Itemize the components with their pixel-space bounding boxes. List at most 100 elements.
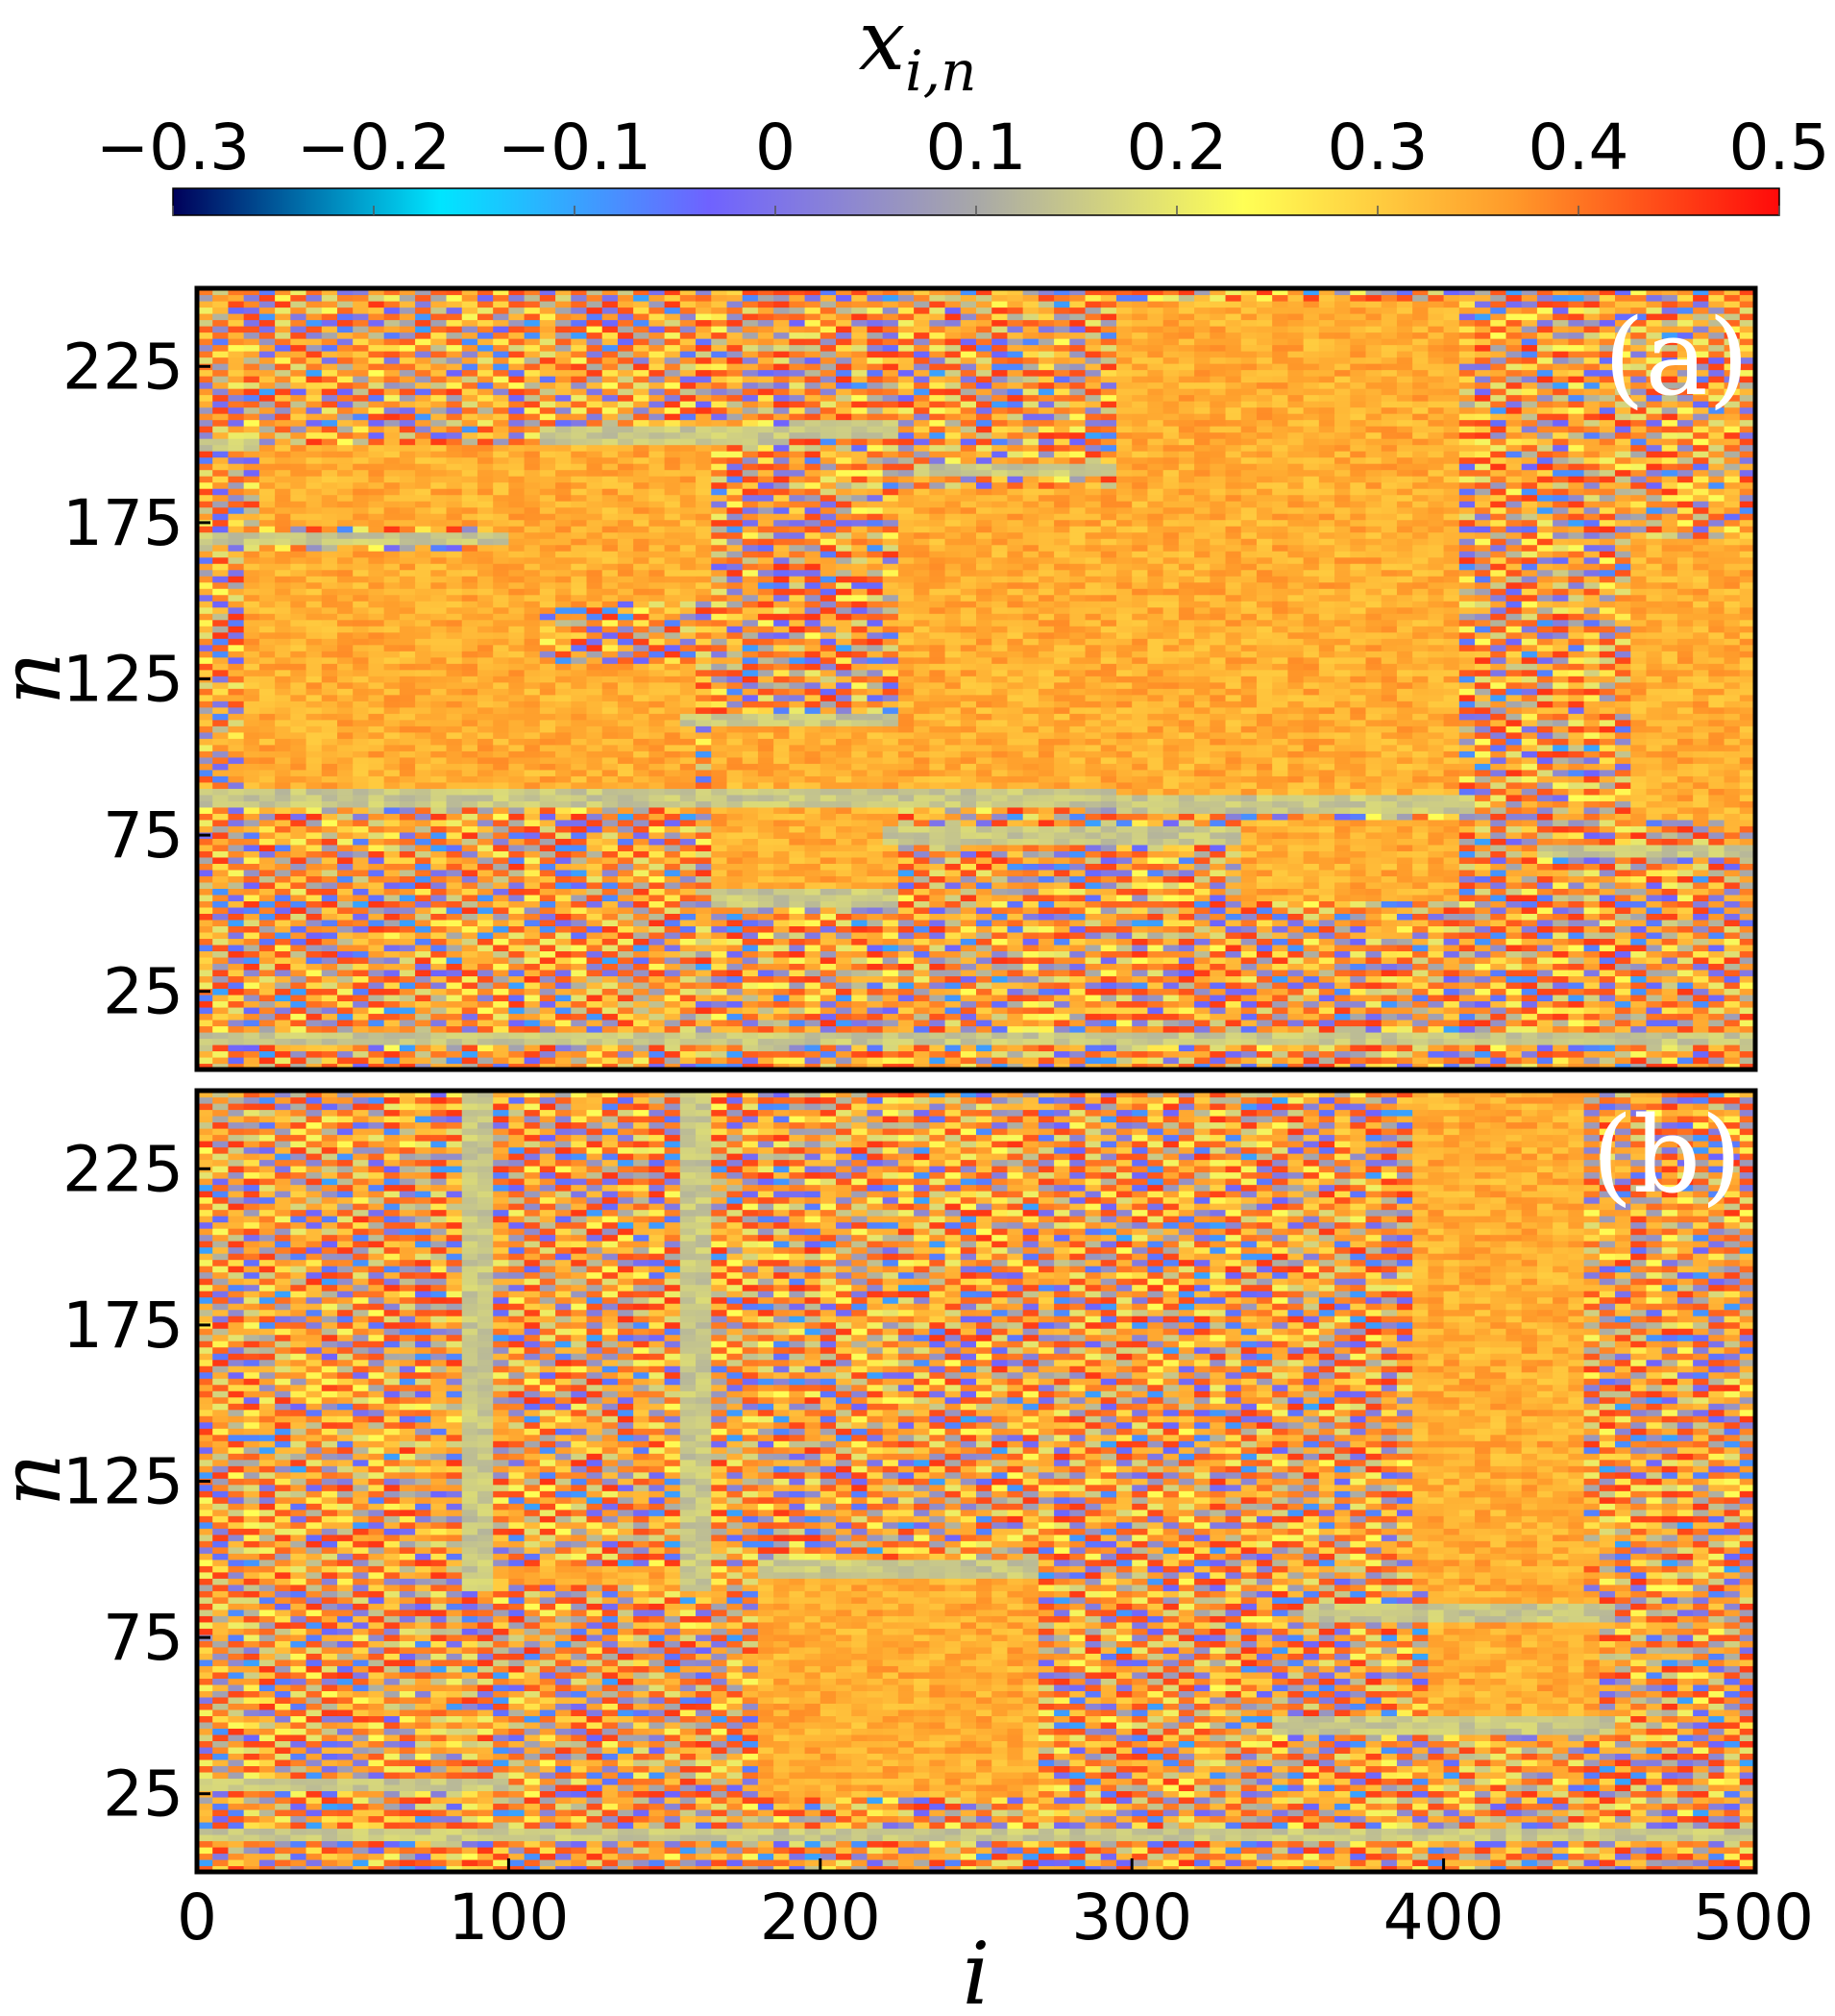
heatmap-cell <box>1568 863 1585 871</box>
heatmap-cell <box>1708 913 1725 921</box>
heatmap-cell <box>1007 788 1024 796</box>
heatmap-cell <box>836 819 852 826</box>
heatmap-cell <box>976 881 992 889</box>
heatmap-cell <box>664 775 681 783</box>
heatmap-cell <box>820 988 837 996</box>
heatmap-cell <box>696 925 712 933</box>
heatmap-cell <box>1256 788 1273 796</box>
heatmap-cell <box>804 944 821 952</box>
heatmap-cell <box>648 988 666 996</box>
heatmap-cell <box>1038 825 1055 833</box>
heatmap-cell <box>1132 1044 1149 1052</box>
heatmap-cell <box>493 788 509 796</box>
heatmap-cell <box>1022 1044 1040 1052</box>
heatmap-cell <box>944 1031 962 1040</box>
heatmap-cell <box>1381 844 1398 851</box>
heatmap-cell <box>742 813 759 821</box>
heatmap-cell <box>1568 856 1585 864</box>
heatmap-cell <box>648 1019 666 1027</box>
heatmap-cell <box>960 825 977 833</box>
heatmap-cell <box>336 969 354 977</box>
heatmap-cell <box>1396 975 1413 983</box>
heatmap-cell <box>399 1019 416 1027</box>
heatmap-cell <box>929 856 946 864</box>
heatmap-cell <box>368 975 385 983</box>
heatmap-cell <box>1693 1013 1709 1020</box>
heatmap-cell <box>353 931 370 940</box>
heatmap-cell <box>1381 863 1398 871</box>
heatmap-cell <box>1443 831 1460 839</box>
heatmap-cell <box>757 813 774 821</box>
heatmap-cell <box>914 869 930 876</box>
heatmap-cell <box>383 1019 401 1027</box>
heatmap-cell <box>1022 906 1040 914</box>
heatmap-cell <box>1194 938 1211 946</box>
heatmap-cell <box>1240 1050 1258 1058</box>
heatmap-cell <box>726 781 744 789</box>
heatmap-cell <box>336 1063 354 1070</box>
heatmap-cell <box>601 1050 619 1058</box>
heatmap-cell <box>1162 994 1180 1002</box>
heatmap-cell <box>1505 800 1523 808</box>
heatmap-cell <box>415 1038 431 1045</box>
heatmap-cell <box>757 1044 774 1052</box>
heatmap-cell <box>1287 1044 1305 1052</box>
heatmap-cell <box>1318 1025 1335 1033</box>
heatmap-cell <box>929 1063 946 1070</box>
heatmap-cell <box>493 931 509 940</box>
heatmap-cell <box>1521 775 1538 783</box>
heatmap-cell <box>914 844 930 851</box>
heatmap-cell <box>508 775 526 783</box>
heatmap-cell <box>1162 881 1180 889</box>
heatmap-cell <box>430 819 448 826</box>
heatmap-cell <box>1521 913 1538 921</box>
heatmap-cell <box>836 1025 852 1033</box>
heatmap-cell <box>477 931 494 940</box>
heatmap-cell <box>336 813 354 821</box>
heatmap-cell <box>212 825 230 833</box>
heatmap-cell <box>1583 913 1601 921</box>
heatmap-cell <box>1069 969 1087 977</box>
heatmap-cell <box>508 944 526 952</box>
heatmap-cell <box>726 938 744 946</box>
heatmap-cell <box>430 856 448 864</box>
heatmap-cell <box>586 763 603 771</box>
heatmap-cell <box>1490 1000 1507 1008</box>
heatmap-cell <box>617 925 634 933</box>
heatmap-cell <box>836 800 852 808</box>
heatmap-cell <box>1676 850 1694 858</box>
heatmap-cell <box>914 1038 930 1045</box>
heatmap-cell <box>1708 956 1725 965</box>
heatmap-cell <box>742 775 759 783</box>
heatmap-cell <box>664 825 681 833</box>
heatmap-cell <box>648 975 666 983</box>
heatmap-cell <box>383 931 401 940</box>
heatmap-cell <box>648 1013 666 1020</box>
heatmap-cell <box>539 819 556 826</box>
heatmap-cell <box>1272 769 1288 776</box>
heatmap-cell <box>897 931 915 940</box>
heatmap-cell <box>1739 856 1756 864</box>
heatmap-cell <box>336 975 354 983</box>
heatmap-cell <box>1287 981 1305 990</box>
heatmap-cell <box>306 900 323 908</box>
heatmap-cell <box>1256 825 1273 833</box>
heatmap-cell <box>368 763 385 771</box>
heatmap-cell <box>1334 975 1351 983</box>
heatmap-cell <box>228 944 245 952</box>
heatmap-cell <box>1115 1000 1133 1008</box>
heatmap-cell <box>1225 1050 1242 1058</box>
heatmap-cell <box>1194 981 1211 990</box>
heatmap-cell <box>321 969 338 977</box>
heatmap-cell <box>446 963 463 971</box>
heatmap-cell <box>1210 950 1227 958</box>
heatmap-cell <box>446 775 463 783</box>
heatmap-cell <box>212 844 230 851</box>
heatmap-cell <box>804 1063 821 1070</box>
heatmap-cell <box>1256 1063 1273 1070</box>
heatmap-cell <box>882 781 899 789</box>
heatmap-cell <box>633 856 649 864</box>
heatmap-cell <box>1661 831 1678 839</box>
heatmap-cell <box>415 844 431 851</box>
heatmap-cell <box>1334 819 1351 826</box>
